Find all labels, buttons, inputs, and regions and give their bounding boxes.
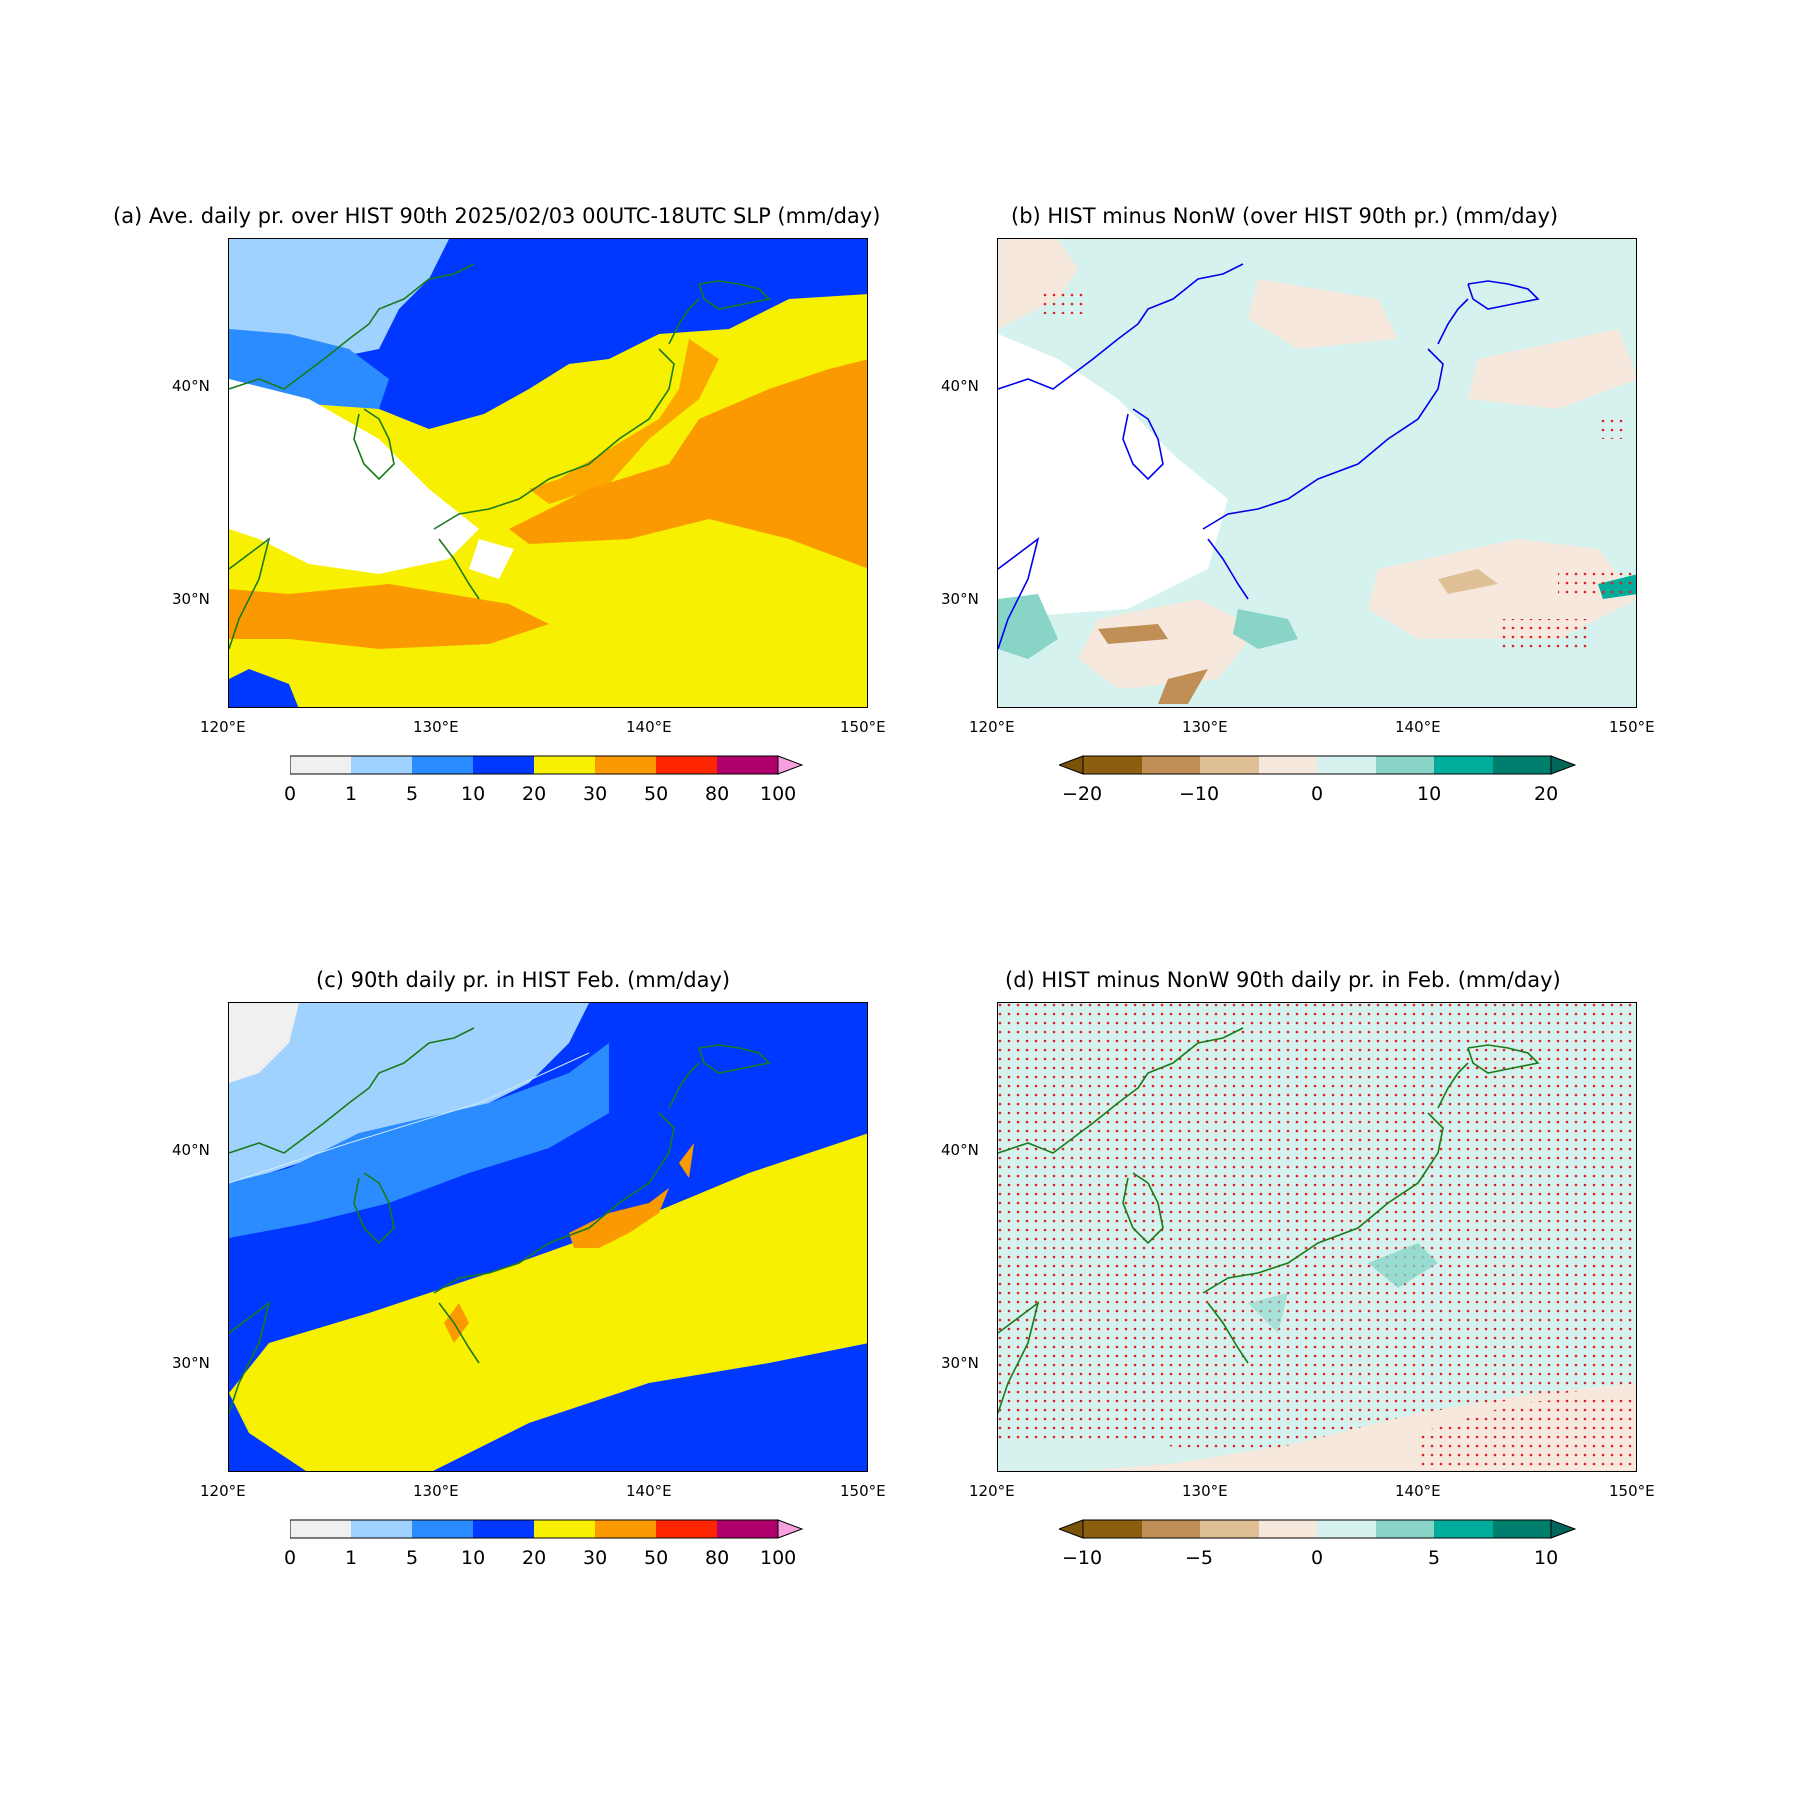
lon-tick-label: 130°E [413,1482,459,1500]
lat-tick-label: 30°N [941,1354,979,1372]
lat-tick-label: 40°N [172,1141,210,1159]
colorbar-label: 0 [1311,1547,1324,1569]
panel-title: (a) Ave. daily pr. over HIST 90th 2025/0… [113,204,881,228]
colorbar-label: −5 [1185,1547,1214,1569]
colorbar-a [289,755,810,775]
lon-tick-label: 120°E [200,1482,246,1500]
colorbar-d [1057,1519,1579,1539]
colorbar-label: −10 [1179,783,1220,805]
lon-tick-label: 120°E [969,1482,1015,1500]
lat-tick-label: 40°N [941,377,979,395]
colorbar-label: 5 [1428,1547,1441,1569]
colorbar-label: 80 [705,783,730,805]
lon-tick-label: 150°E [1609,1482,1655,1500]
lon-tick-label: 140°E [1395,1482,1441,1500]
map-plot-c [228,1002,868,1472]
colorbar-label: 30 [583,1547,608,1569]
colorbar-b [1057,755,1579,775]
map-canvas-a [229,239,867,707]
panel-title: (b) HIST minus NonW (over HIST 90th pr.)… [1011,204,1559,228]
colorbar-label: 20 [1534,783,1559,805]
colorbar-label: 20 [522,1547,547,1569]
colorbar-label: 10 [461,1547,486,1569]
colorbar-label: 80 [705,1547,730,1569]
colorbar-label: 20 [522,783,547,805]
lon-tick-label: 130°E [413,718,459,736]
colorbar-graphic [1057,755,1577,775]
lon-tick-label: 150°E [1609,718,1655,736]
lon-tick-label: 150°E [840,718,886,736]
colorbar-label: 100 [760,1547,797,1569]
lat-tick-label: 40°N [172,377,210,395]
map-canvas-d [998,1003,1636,1471]
lat-tick-label: 30°N [172,1354,210,1372]
lat-tick-label: 30°N [941,590,979,608]
colorbar-label: 10 [461,783,486,805]
map-canvas-b [998,239,1636,707]
colorbar-label: −20 [1062,783,1103,805]
panel-d: (d) HIST minus NonW 90th daily pr. in Fe… [941,968,1655,1569]
colorbar-label: 5 [406,783,419,805]
lon-tick-label: 140°E [626,1482,672,1500]
colorbar-label: 10 [1417,783,1442,805]
map-canvas-c [229,1003,867,1471]
map-plot-b [997,238,1637,708]
colorbar-label: 30 [583,783,608,805]
colorbar-graphic [289,755,804,775]
lat-tick-label: 30°N [172,590,210,608]
colorbar-label: −10 [1062,1547,1103,1569]
colorbar-label: 1 [345,783,358,805]
colorbar-label: 0 [284,1547,297,1569]
colorbar-graphic [289,1519,804,1539]
lon-tick-label: 140°E [626,718,672,736]
panel-b: (b) HIST minus NonW (over HIST 90th pr.)… [941,204,1655,805]
colorbar-label: 0 [284,783,297,805]
lon-tick-label: 130°E [1182,1482,1228,1500]
colorbar-label: 50 [644,783,669,805]
panel-a: (a) Ave. daily pr. over HIST 90th 2025/0… [113,204,886,805]
lat-tick-label: 40°N [941,1141,979,1159]
panel-c: (c) 90th daily pr. in HIST Feb. (mm/day) [172,968,886,1569]
lon-tick-label: 150°E [840,1482,886,1500]
lon-tick-label: 120°E [200,718,246,736]
panel-title: (c) 90th daily pr. in HIST Feb. (mm/day) [316,968,731,992]
colorbar-label: 10 [1534,1547,1559,1569]
map-plot-a [228,238,868,708]
colorbar-label: 5 [406,1547,419,1569]
lon-tick-label: 140°E [1395,718,1441,736]
colorbar-label: 1 [345,1547,358,1569]
lon-tick-label: 130°E [1182,718,1228,736]
lon-tick-label: 120°E [969,718,1015,736]
colorbar-label: 0 [1311,783,1324,805]
colorbar-graphic [1057,1519,1577,1539]
panel-title: (d) HIST minus NonW 90th daily pr. in Fe… [1005,968,1561,992]
colorbar-c [289,1519,810,1539]
colorbar-label: 50 [644,1547,669,1569]
map-plot-d [997,1002,1637,1472]
colorbar-label: 100 [760,783,797,805]
